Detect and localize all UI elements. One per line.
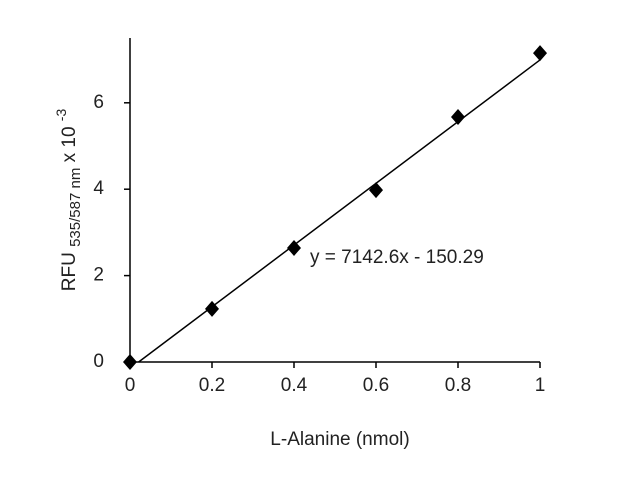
x-tick-label: 0.2 bbox=[199, 375, 225, 396]
y-axis-label: RFU 535/587 nm x 10 -3 bbox=[53, 109, 86, 292]
y-label-exponent: -3 bbox=[53, 109, 69, 122]
trendline bbox=[138, 59, 541, 363]
y-label-sub: 535/587 nm bbox=[67, 168, 84, 247]
data-point bbox=[205, 300, 219, 317]
y-label-main: RFU bbox=[59, 252, 80, 291]
y-tick-label: 4 bbox=[93, 178, 104, 199]
x-tick-label: 0 bbox=[125, 375, 136, 396]
y-label-factor: x 10 bbox=[59, 126, 80, 162]
x-axis-label: L-Alanine (nmol) bbox=[270, 429, 409, 450]
y-tick-label: 2 bbox=[93, 265, 104, 286]
trendline-equation: y = 7142.6x - 150.29 bbox=[310, 247, 484, 268]
x-tick-label: 0.8 bbox=[445, 375, 471, 396]
data-point bbox=[287, 239, 301, 256]
data-point bbox=[451, 109, 465, 126]
y-tick-label: 6 bbox=[93, 92, 104, 113]
x-tick-label: 0.6 bbox=[363, 375, 389, 396]
data-point bbox=[123, 354, 137, 370]
x-tick-label: 0.4 bbox=[281, 375, 308, 396]
x-tick-label: 1 bbox=[535, 375, 546, 396]
data-point bbox=[369, 182, 383, 199]
data-point bbox=[533, 45, 547, 62]
y-tick-label: 0 bbox=[93, 351, 104, 372]
